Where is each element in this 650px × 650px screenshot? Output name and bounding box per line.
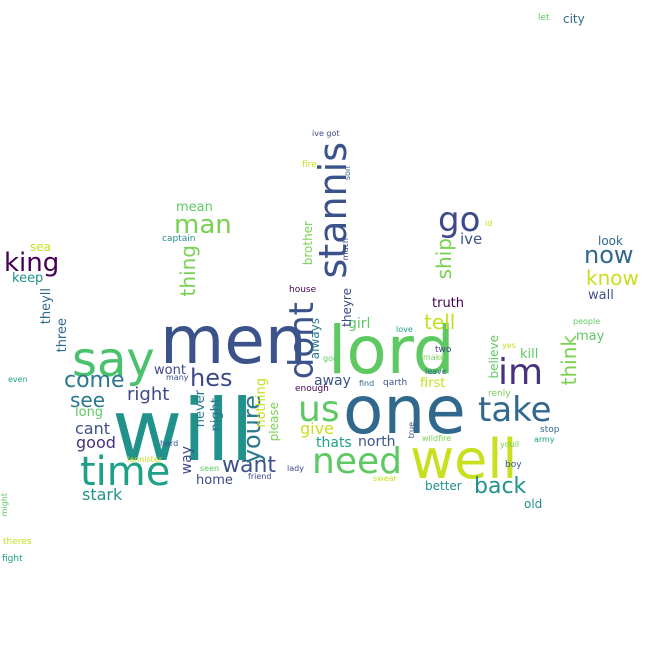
- word-come: come: [64, 368, 125, 393]
- word-lord: lord: [328, 312, 455, 389]
- word-take: take: [478, 390, 552, 430]
- word-leave: leave: [425, 367, 447, 376]
- word-three: three: [55, 318, 70, 353]
- word-house: house: [289, 285, 317, 295]
- word-sea: sea: [30, 240, 51, 254]
- word-say: say: [72, 332, 155, 388]
- word-way: way: [179, 446, 195, 475]
- word-hes: hes: [190, 364, 233, 392]
- word-see: see: [70, 388, 106, 412]
- word-lannister: lannister: [127, 455, 163, 464]
- word-swear: swear: [373, 474, 397, 483]
- word-thing: thing: [176, 245, 200, 297]
- word-make: make: [423, 353, 445, 362]
- word-hard: hard: [160, 439, 179, 448]
- word-right: right: [127, 384, 170, 405]
- word-god: god: [323, 354, 339, 363]
- word-army: army: [534, 435, 555, 444]
- word-old: old: [524, 497, 543, 511]
- word-stark: stark: [82, 485, 123, 504]
- word-much: much: [341, 238, 350, 261]
- word-look: look: [598, 234, 623, 248]
- word-boy: boy: [505, 460, 522, 470]
- word-brother: brother: [301, 221, 315, 266]
- word-cant: cant: [75, 419, 111, 438]
- word-better: better: [425, 479, 462, 493]
- word-seen: seen: [200, 464, 220, 473]
- word-true: true: [407, 422, 416, 439]
- word-let: let: [538, 13, 550, 23]
- word-even: even: [8, 375, 28, 384]
- word-wall: wall: [588, 288, 614, 303]
- word-one: one: [343, 372, 466, 449]
- word-lady: lady: [287, 464, 304, 473]
- word-need: need: [312, 441, 402, 482]
- word-tell: tell: [424, 310, 456, 334]
- word-ship: ship: [432, 238, 456, 280]
- word-time: time: [80, 449, 171, 495]
- word-king: king: [4, 248, 60, 278]
- word-girl: girl: [348, 316, 371, 332]
- word-believe: believe: [487, 335, 501, 379]
- word-please: please: [267, 402, 281, 442]
- word-truth: truth: [432, 296, 465, 311]
- word-son: son: [343, 166, 352, 181]
- word-love: love: [396, 325, 413, 334]
- word-go: go: [438, 200, 481, 240]
- word-first: first: [420, 376, 446, 391]
- word-fight: fight: [2, 554, 23, 564]
- word-thats: thats: [316, 435, 352, 451]
- word-fire: fire: [302, 160, 317, 170]
- word-always: always: [308, 318, 322, 360]
- word-never: never: [193, 390, 208, 428]
- word-friend: friend: [248, 472, 272, 481]
- word-keep: keep: [12, 271, 44, 286]
- word-man: man: [174, 210, 232, 240]
- word-us: us: [298, 389, 340, 430]
- word-want: want: [222, 453, 277, 478]
- word-im: im: [498, 352, 544, 393]
- word-id: id: [485, 219, 493, 228]
- word-ive: ive: [460, 230, 483, 248]
- word-night: night: [209, 398, 224, 432]
- word-mean: mean: [176, 200, 213, 215]
- word-good: good: [76, 433, 116, 452]
- word-yes: yes: [502, 341, 516, 350]
- word-men: men: [160, 302, 307, 379]
- word-may: may: [576, 329, 605, 344]
- word-well: well: [410, 428, 518, 491]
- word-away: away: [314, 373, 351, 389]
- word-wildfire: wildfire: [422, 434, 452, 443]
- word-people: people: [573, 317, 601, 326]
- word-long: long: [75, 405, 104, 420]
- word-enough: enough: [295, 384, 329, 394]
- word-north: north: [358, 434, 396, 450]
- word-renly: renly: [488, 389, 511, 399]
- word-ive-got: ive got: [312, 129, 340, 138]
- word-theyll: theyll: [39, 288, 54, 325]
- word-home: home: [196, 473, 233, 488]
- word-find: find: [359, 379, 375, 388]
- word-youll: youll: [500, 440, 520, 449]
- word-give: give: [300, 419, 334, 438]
- word-now: now: [584, 241, 634, 269]
- word-might: might: [0, 493, 9, 517]
- word-kill: kill: [520, 347, 539, 362]
- word-theres: theres: [3, 537, 32, 547]
- word-know: know: [586, 266, 639, 290]
- word-two: two: [435, 345, 452, 355]
- word-many: many: [166, 373, 189, 382]
- word-will: will: [112, 381, 255, 481]
- word-captain: captain: [162, 234, 196, 244]
- word-stop: stop: [540, 425, 560, 435]
- word-wont: wont: [154, 363, 186, 378]
- word-qarth: qarth: [383, 378, 408, 388]
- word-city: city: [563, 12, 585, 26]
- word-theyre: theyre: [340, 288, 354, 327]
- word-back: back: [474, 474, 527, 499]
